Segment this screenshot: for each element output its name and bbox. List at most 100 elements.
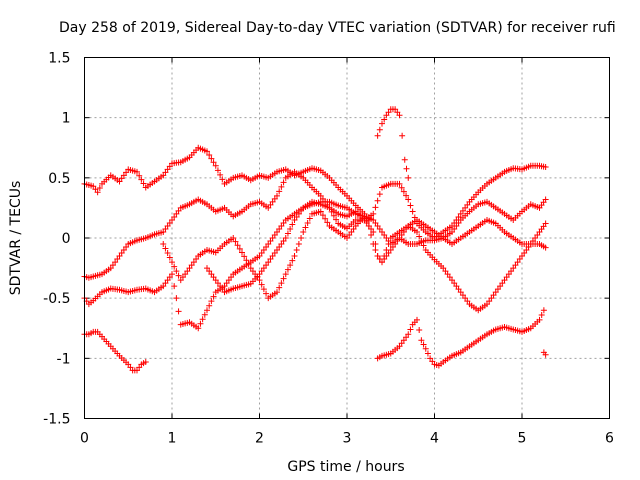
data-point: [405, 174, 412, 181]
data-point: [534, 231, 541, 238]
data-point: [379, 228, 385, 235]
data-point: [269, 253, 276, 260]
data-point: [424, 350, 431, 357]
data-point: [446, 274, 453, 281]
data-point: [295, 210, 302, 217]
data-point: [175, 207, 182, 214]
data-point: [370, 210, 377, 217]
data-point: [398, 340, 405, 347]
data-point: [451, 225, 458, 232]
data-point: [497, 283, 504, 290]
data-point: [109, 262, 116, 269]
data-point: [405, 196, 412, 203]
data-point: [374, 253, 381, 260]
data-point: [260, 265, 267, 272]
data-point: [512, 262, 519, 269]
data-point: [280, 275, 287, 282]
data-point: [394, 109, 401, 116]
data-point: [363, 219, 370, 226]
data-point: [90, 183, 97, 190]
data-point: [225, 277, 232, 284]
data-point: [282, 235, 289, 241]
chart-title: Day 258 of 2019, Sidereal Day-to-day VTE…: [59, 20, 616, 36]
data-point: [94, 189, 101, 196]
data-point: [228, 274, 235, 281]
y-axis-label: SDTVAR / TECUs: [8, 181, 24, 296]
data-point: [278, 183, 285, 190]
data-point: [269, 235, 276, 241]
data-point: [278, 241, 285, 248]
data-point: [164, 250, 171, 257]
data-point: [464, 298, 471, 305]
x-tick-label: 4: [430, 431, 439, 447]
data-point: [210, 274, 217, 281]
data-point: [171, 283, 178, 290]
data-point: [142, 358, 149, 365]
data-point: [449, 228, 455, 235]
data-point: [392, 106, 399, 113]
data-point: [542, 196, 549, 203]
data-point: [376, 191, 383, 198]
data-point: [385, 109, 392, 116]
data-point: [208, 298, 215, 305]
data-point: [166, 274, 173, 281]
data-point: [247, 265, 254, 272]
data-point: [289, 257, 296, 264]
data-point: [256, 277, 263, 284]
data-point: [219, 286, 226, 293]
data-point: [464, 201, 471, 208]
x-tick-label: 3: [343, 431, 352, 447]
data-point: [416, 327, 423, 334]
data-point: [195, 325, 202, 332]
data-point: [166, 219, 173, 226]
x-tick-label: 6: [605, 431, 614, 447]
data-point: [350, 225, 357, 232]
data-point: [379, 259, 385, 266]
data-point: [138, 176, 145, 183]
data-point: [488, 295, 495, 302]
data-point: [92, 186, 99, 193]
data-point: [444, 271, 451, 278]
data-point: [260, 286, 267, 293]
data-point: [287, 225, 294, 232]
data-point: [523, 247, 530, 254]
data-point: [514, 259, 521, 266]
x-tick-labels: 0 1 2 3 4 5 6: [80, 431, 614, 447]
data-point: [245, 261, 252, 268]
data-point: [201, 311, 208, 318]
data-point: [173, 295, 180, 302]
data-point: [368, 231, 375, 238]
data-point: [486, 298, 493, 305]
data-point: [276, 284, 283, 291]
data-point: [381, 253, 388, 260]
data-point: [263, 244, 270, 251]
data-point: [503, 274, 510, 281]
data-point: [120, 172, 127, 179]
data-point: [162, 169, 169, 176]
data-point: [241, 253, 248, 260]
data-point: [457, 289, 464, 296]
data-point: [365, 222, 372, 229]
data-point: [265, 259, 272, 266]
data-point: [212, 162, 219, 169]
data-point: [127, 364, 134, 371]
data-point: [175, 272, 182, 279]
series-track-6: [204, 198, 549, 314]
data-point: [96, 185, 103, 192]
data-point: [407, 202, 414, 209]
series-track-8: [374, 307, 547, 369]
data-point: [169, 216, 175, 223]
data-point: [282, 271, 289, 278]
data-point: [118, 250, 125, 257]
data-point: [206, 268, 213, 275]
data-point: [280, 179, 287, 186]
data-point: [324, 219, 331, 226]
data-point: [453, 222, 460, 229]
data-point: [284, 230, 291, 237]
data-point: [265, 204, 272, 211]
data-point: [521, 250, 528, 257]
data-point: [462, 204, 469, 211]
data-point: [204, 148, 210, 155]
data-point: [260, 247, 267, 254]
data-point: [274, 247, 280, 254]
